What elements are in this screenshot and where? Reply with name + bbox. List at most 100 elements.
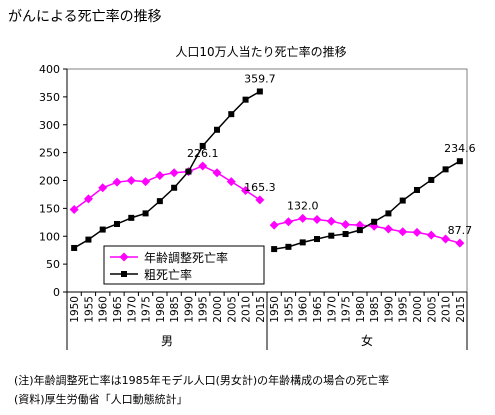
data-point-diamond [155, 170, 165, 180]
data-point-square [342, 231, 349, 238]
data-point-diamond [298, 213, 308, 223]
data-point-diamond [141, 177, 151, 187]
x-tick-label: 1985 [169, 296, 181, 323]
data-point-square [414, 186, 420, 193]
data-point-diamond [398, 227, 408, 237]
data-labels: 226.1 165.3 359.7 132.0 87.7 234.6 [187, 72, 476, 237]
y-tick-label: 300 [39, 119, 60, 132]
data-point-diamond [98, 183, 108, 193]
y-tick-label: 350 [39, 91, 60, 104]
data-point-diamond [83, 194, 93, 204]
data-label: 234.6 [444, 142, 476, 155]
data-point-square [99, 226, 106, 233]
data-point-square [171, 184, 178, 191]
y-tick-label: 150 [39, 202, 60, 215]
data-point-square [142, 210, 149, 217]
data-point-square [328, 232, 335, 239]
x-tick-label: 1955 [283, 296, 295, 323]
x-tick-label: 2000 [212, 296, 224, 323]
page-title: がんによる死亡率の推移 [8, 9, 162, 25]
data-point-square [428, 176, 435, 183]
data-point-diamond [326, 216, 336, 226]
data-point-diamond [226, 177, 236, 187]
y-tick-label: 250 [39, 147, 60, 160]
x-tick-label: 1960 [298, 296, 310, 323]
data-point-square [285, 243, 292, 250]
x-tick-label: 2010 [241, 296, 253, 323]
x-tick-label: 1985 [369, 296, 381, 323]
x-tick-label: 2010 [441, 296, 453, 323]
data-point-diamond [169, 168, 179, 178]
data-point-square [356, 227, 363, 234]
data-point-diamond [112, 177, 122, 187]
x-tick-label: 1950 [69, 296, 81, 323]
data-label: 165.3 [244, 181, 276, 194]
x-tick-label: 1995 [198, 296, 210, 323]
data-point-square [214, 126, 220, 133]
data-label: 132.0 [287, 199, 319, 212]
legend-box [103, 245, 265, 285]
y-tick-label: 50 [46, 258, 60, 271]
data-point-square [156, 198, 163, 205]
x-tick-label: 2005 [226, 296, 238, 323]
data-point-diamond [269, 220, 279, 230]
x-tick-label: 1965 [312, 296, 324, 323]
data-point-diamond [341, 220, 351, 230]
data-point-square [299, 239, 306, 246]
data-point-square [385, 210, 392, 217]
data-point-diamond [455, 238, 465, 248]
data-point-square [256, 88, 263, 95]
data-point-diamond [441, 234, 451, 244]
x-tick-label: 1965 [112, 296, 124, 323]
y-tick-label: 200 [39, 175, 60, 188]
data-point-diamond [412, 227, 422, 237]
data-point-diamond [383, 224, 393, 234]
x-tick-label: 1980 [155, 296, 167, 323]
data-point-diamond [255, 195, 265, 205]
data-point-square [442, 166, 449, 173]
data-point-square [185, 168, 192, 175]
x-tick-label: 1950 [269, 296, 281, 323]
data-point-square [399, 197, 406, 204]
data-point-diamond [426, 230, 436, 240]
data-point-square [199, 142, 206, 149]
x-tick-label: 1990 [383, 296, 395, 323]
x-tick-label: 1980 [355, 296, 367, 323]
footnote-note: (注)年齢調整死亡率は1985年モデル人口(男女計)の年齢構成の場合の死亡率 [14, 374, 390, 387]
data-point-square [121, 271, 127, 277]
x-tick-label: 2000 [412, 296, 424, 323]
x-tick-label: 1970 [126, 296, 138, 323]
legend-label: 粗死亡率 [144, 267, 192, 282]
data-point-diamond [312, 215, 322, 225]
data-point-diamond [198, 161, 208, 171]
y-tick-label: 100 [39, 230, 60, 243]
y-tick-label: 400 [39, 63, 60, 76]
panel-group-label: 女 [361, 333, 373, 348]
data-point-square [314, 236, 320, 243]
data-point-square [128, 214, 135, 221]
data-point-diamond [283, 217, 293, 227]
data-point-diamond [126, 176, 136, 185]
x-tick-label: 1975 [141, 296, 153, 323]
x-tick-label: 1975 [341, 296, 353, 323]
data-point-square [242, 96, 249, 103]
panel-group-label: 男 [161, 334, 173, 348]
x-tick-label: 1960 [98, 296, 110, 323]
footnote-source: (資料)厚生労働省「人口動態統計」 [14, 393, 188, 406]
legend-label: 年齢調整死亡率 [144, 250, 228, 265]
x-tick-label: 2015 [255, 296, 267, 323]
x-tick-label: 1995 [398, 296, 410, 323]
data-point-square [228, 111, 235, 118]
x-tick-label: 2015 [455, 296, 467, 323]
y-tick-label: 0 [53, 286, 60, 299]
series-lines [69, 88, 465, 253]
x-tick-label: 1990 [183, 296, 195, 323]
x-tick-label: 2005 [426, 296, 438, 323]
data-point-square [114, 220, 120, 227]
x-tick-label: 1955 [83, 296, 95, 323]
data-point-square [456, 158, 463, 165]
data-point-diamond [241, 186, 251, 196]
